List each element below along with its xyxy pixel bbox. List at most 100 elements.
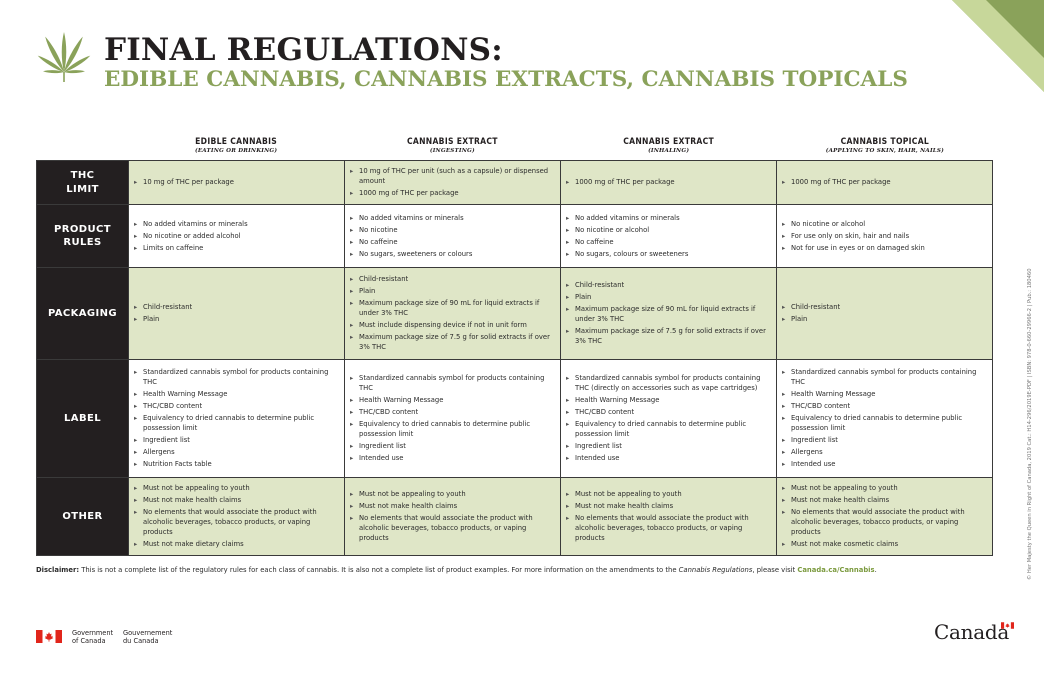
list-item: Standardized cannabis symbol for product… xyxy=(350,373,556,393)
column-header: CANNABIS TOPICAL (APPLYING TO SKIN, HAIR… xyxy=(777,138,993,160)
rule-list: Standardized cannabis symbol for product… xyxy=(350,373,556,463)
disclaimer-end: . xyxy=(874,566,877,574)
list-item: Must not make health claims xyxy=(134,495,340,505)
list-item: Maximum package size of 7.5 g for solid … xyxy=(350,332,556,352)
list-item: Allergens xyxy=(782,447,988,457)
regulations-table: THC LIMIT 10 mg of THC per package 10 mg o… xyxy=(36,160,993,556)
table-cell: Child-resistant Plain Maximum package size… xyxy=(344,267,561,360)
list-item: Plain xyxy=(350,286,556,296)
list-item: Must not make health claims xyxy=(782,495,988,505)
row-header: PRODUCT RULES xyxy=(36,204,129,268)
list-item: Ingredient list xyxy=(566,441,772,451)
row-header: OTHER xyxy=(36,477,129,556)
list-item: Must include dispensing device if not in… xyxy=(350,320,556,330)
list-item: Maximum package size of 90 mL for liquid… xyxy=(350,298,556,318)
table-cell: No nicotine or alcohol For use only on sk… xyxy=(776,204,993,268)
rule-list: Must not be appealing to youth Must not m… xyxy=(782,483,988,549)
gov-fr-line-1: Gouvernement xyxy=(123,629,173,637)
table-cell: Standardized cannabis symbol for product… xyxy=(344,359,561,478)
list-item: Must not make health claims xyxy=(350,501,556,511)
disclaimer-italic: Cannabis Regulations xyxy=(678,566,753,574)
table-cell: No added vitamins or minerals No nicotine… xyxy=(344,204,561,268)
rule-list: Must not be appealing to youth Must not m… xyxy=(134,483,340,549)
list-item: Child-resistant xyxy=(566,280,772,290)
list-item: No nicotine xyxy=(350,225,556,235)
list-item: THC/CBD content xyxy=(566,407,772,417)
list-item: Intended use xyxy=(782,459,988,469)
column-subtitle: (INGESTING) xyxy=(429,147,475,154)
regulations-table-body: THC LIMIT 10 mg of THC per package 10 mg o… xyxy=(36,160,993,556)
disclaimer-text: This is not a complete list of the regul… xyxy=(79,566,679,574)
rule-list: Standardized cannabis symbol for product… xyxy=(782,367,988,469)
rule-list: Child-resistant Plain xyxy=(134,302,340,324)
table-row: LABELStandardized cannabis symbol for pr… xyxy=(36,359,993,478)
rule-list: No added vitamins or minerals No nicotine… xyxy=(134,219,340,253)
list-item: No caffeine xyxy=(566,237,772,247)
list-item: Standardized cannabis symbol for product… xyxy=(782,367,988,387)
list-item: Plain xyxy=(566,292,772,302)
list-item: No elements that would associate the pro… xyxy=(134,507,340,537)
table-cell: Standardized cannabis symbol for product… xyxy=(128,359,345,478)
list-item: Must not be appealing to youth xyxy=(134,483,340,493)
list-item: Child-resistant xyxy=(782,302,988,312)
list-item: Equivalency to dried cannabis to determi… xyxy=(350,419,556,439)
list-item: Equivalency to dried cannabis to determi… xyxy=(566,419,772,439)
list-item: Must not make health claims xyxy=(566,501,772,511)
list-item: 1000 mg of THC per package xyxy=(566,177,772,187)
canada-cannabis-link[interactable]: Canada.ca/Cannabis xyxy=(797,566,875,574)
list-item: No added vitamins or minerals xyxy=(566,213,772,223)
list-item: No sugars, colours or sweeteners xyxy=(566,249,772,259)
column-title: EDIBLE CANNABIS xyxy=(195,137,278,147)
column-subtitle: (EATING OR DRINKING) xyxy=(194,147,278,154)
list-item: No sugars, sweeteners or colours xyxy=(350,249,556,259)
column-subtitle: (APPLYING TO SKIN, HAIR, NAILS) xyxy=(825,147,944,154)
column-header: CANNABIS EXTRACT (INHALING) xyxy=(561,138,777,160)
list-item: Plain xyxy=(782,314,988,324)
rule-list: No nicotine or alcohol For use only on sk… xyxy=(782,219,988,253)
list-item: 10 mg of THC per unit (such as a capsule… xyxy=(350,166,556,186)
disclaimer-text-2: , please visit xyxy=(752,566,798,574)
list-item: Must not be appealing to youth xyxy=(350,489,556,499)
column-title: CANNABIS EXTRACT xyxy=(623,137,715,147)
list-item: Intended use xyxy=(350,453,556,463)
list-item: Must not make dietary claims xyxy=(134,539,340,549)
gov-en-line-2: of Canada xyxy=(72,637,106,645)
rule-list: 1000 mg of THC per package xyxy=(782,177,988,187)
table-cell: 10 mg of THC per unit (such as a capsule… xyxy=(344,160,561,205)
corner-triangle-decoration xyxy=(952,0,1044,92)
list-item: Nutrition Facts table xyxy=(134,459,340,469)
table-cell: Child-resistant Plain Maximum package size… xyxy=(560,267,777,360)
side-publication-info: © Her Majesty the Queen in Right of Cana… xyxy=(1027,268,1033,586)
row-header: LABEL xyxy=(36,359,129,478)
list-item: Allergens xyxy=(134,447,340,457)
gov-fr-line-2: du Canada xyxy=(123,637,159,645)
rule-list: Must not be appealing to youth Must not m… xyxy=(350,489,556,543)
disclaimer: Disclaimer: This is not a complete list … xyxy=(36,566,996,574)
column-headers: EDIBLE CANNABIS (EATING OR DRINKING) CAN… xyxy=(128,138,993,160)
row-header: PACKAGING xyxy=(36,267,129,360)
list-item: No elements that would associate the pro… xyxy=(566,513,772,543)
table-row: PACKAGING Child-resistant Plain Child-resis… xyxy=(36,267,993,360)
table-cell: Must not be appealing to youth Must not m… xyxy=(128,477,345,556)
table-row: PRODUCT RULES No added vitamins or minera… xyxy=(36,204,993,268)
table-cell: No added vitamins or minerals No nicotine… xyxy=(560,204,777,268)
list-item: No elements that would associate the pro… xyxy=(350,513,556,543)
rule-list: Standardized cannabis symbol for product… xyxy=(134,367,340,469)
table-cell: 1000 mg of THC per package xyxy=(560,160,777,205)
list-item: No added vitamins or minerals xyxy=(350,213,556,223)
table-cell: Must not be appealing to youth Must not m… xyxy=(344,477,561,556)
column-title: CANNABIS TOPICAL xyxy=(840,137,930,147)
list-item: No elements that would associate the pro… xyxy=(782,507,988,537)
list-item: Must not be appealing to youth xyxy=(566,489,772,499)
table-row: OTHER Must not be appealing to youth Must … xyxy=(36,477,993,556)
list-item: Limits on caffeine xyxy=(134,243,340,253)
list-item: Maximum package size of 90 mL for liquid… xyxy=(566,304,772,324)
side-publication-text: © Her Majesty the Queen in Right of Cana… xyxy=(1027,268,1033,580)
list-item: Health Warning Message xyxy=(566,395,772,405)
rule-list: Child-resistant Plain xyxy=(782,302,988,324)
gov-en-line-1: Government xyxy=(72,629,114,637)
column-header: CANNABIS EXTRACT (INGESTING) xyxy=(344,138,560,160)
wordmark-flag-icon xyxy=(1001,622,1014,629)
list-item: 10 mg of THC per package xyxy=(134,177,340,187)
rule-list: No added vitamins or minerals No nicotine… xyxy=(350,213,556,259)
